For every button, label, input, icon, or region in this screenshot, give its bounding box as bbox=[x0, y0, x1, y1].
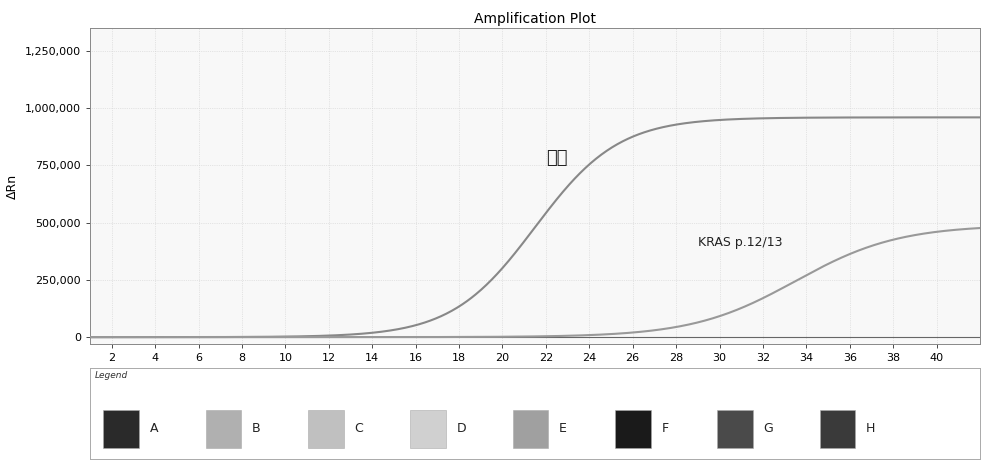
Bar bbox=[513, 410, 548, 448]
Bar bbox=[308, 410, 344, 448]
Bar bbox=[820, 410, 855, 448]
Text: D: D bbox=[457, 422, 466, 435]
Text: Legend: Legend bbox=[94, 371, 128, 380]
Bar bbox=[615, 410, 651, 448]
Text: G: G bbox=[764, 422, 773, 435]
Text: B: B bbox=[252, 422, 261, 435]
X-axis label: Cycle: Cycle bbox=[518, 369, 552, 381]
Title: Amplification Plot: Amplification Plot bbox=[474, 12, 596, 26]
Text: C: C bbox=[354, 422, 363, 435]
Bar bbox=[717, 410, 753, 448]
Text: F: F bbox=[661, 422, 669, 435]
Text: H: H bbox=[866, 422, 875, 435]
Text: 参考: 参考 bbox=[546, 149, 567, 167]
Text: E: E bbox=[559, 422, 567, 435]
Y-axis label: ΔRn: ΔRn bbox=[6, 174, 19, 198]
Bar bbox=[410, 410, 446, 448]
Text: A: A bbox=[150, 422, 158, 435]
Bar bbox=[206, 410, 241, 448]
Text: KRAS p.12/13: KRAS p.12/13 bbox=[698, 235, 782, 249]
Bar bbox=[103, 410, 139, 448]
